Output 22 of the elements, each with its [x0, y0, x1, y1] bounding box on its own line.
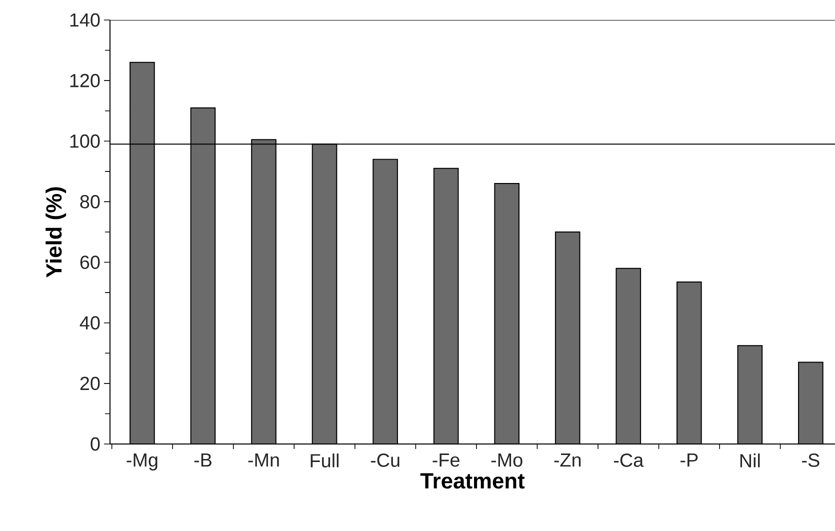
y-tick-label: 60 [80, 256, 100, 269]
x-tick-label: -Ca [614, 454, 644, 467]
y-tick-label: 40 [80, 316, 100, 330]
x-tick-label: Full [310, 454, 339, 468]
y-axis-title: Yield (%) [46, 187, 66, 278]
x-tick-label: -B [194, 454, 212, 467]
x-tick-label: Nil [740, 454, 760, 468]
y-tick-label: 20 [80, 376, 100, 390]
x-tick-label: -Fe [432, 454, 460, 467]
y-tick-label: 140 [70, 13, 100, 27]
x-tick-label: -S [802, 454, 820, 467]
x-tick-label: -P [680, 454, 698, 467]
x-tick-label: -Mn [248, 454, 279, 467]
x-axis-title: Treatment [420, 473, 525, 489]
x-tick-label: -Cu [370, 454, 400, 467]
x-tick-label: -Zn [554, 454, 581, 467]
y-tick-label: 80 [80, 195, 100, 208]
y-tick-label: 120 [70, 74, 100, 88]
y-tick-label: 100 [70, 134, 100, 148]
x-tick-label: -Mg [126, 454, 158, 470]
x-tick-label: -Mo [491, 454, 522, 467]
y-tick-label: 0 [90, 437, 100, 451]
